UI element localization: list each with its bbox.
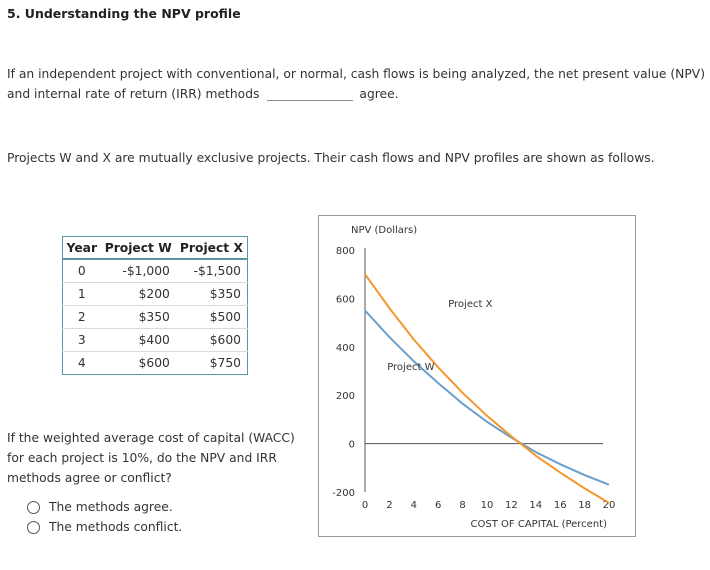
x-tick-label: 12: [505, 500, 518, 511]
series-line-project-w: [364, 309, 610, 486]
x-tick-label: 16: [554, 500, 567, 511]
answer-blank[interactable]: [267, 86, 354, 101]
y-tick-label: 200: [336, 391, 355, 402]
series-label-project-x: Project X: [448, 299, 492, 310]
intro-line-2-end: agree.: [359, 87, 399, 101]
header-project-w: Project W: [100, 236, 176, 260]
option-conflict[interactable]: The methods conflict.: [27, 520, 182, 534]
x-tick-label: 6: [435, 500, 441, 511]
project-x-cell: -$1,500: [175, 259, 248, 283]
series-line-project-x: [364, 273, 610, 504]
cashflow-table: Year Project W Project X 0 -$1,000 -$1,500…: [62, 236, 248, 375]
y-tick-label: -200: [332, 488, 355, 499]
project-w-cell: $200: [100, 282, 176, 306]
table-header-row: Year Project W Project X: [62, 236, 248, 260]
x-axis-title: COST OF CAPITAL (Percent): [471, 519, 608, 530]
y-tick-label: 800: [336, 246, 355, 257]
project-x-cell: $500: [175, 305, 248, 329]
intro-line-1: If an independent project with conventio…: [7, 67, 705, 81]
y-tick-label: 400: [336, 343, 355, 354]
x-tick-label: 2: [386, 500, 392, 511]
header-year: Year: [62, 236, 101, 260]
project-w-cell: -$1,000: [100, 259, 176, 283]
y-tick-label: 0: [349, 440, 355, 451]
question-line-3: methods agree or conflict?: [7, 471, 172, 485]
y-axis-title: NPV (Dollars): [351, 225, 417, 236]
intro-line-2: and internal rate of return (IRR) method…: [7, 84, 705, 104]
option-agree-label: The methods agree.: [49, 500, 173, 514]
x-tick-label: 0: [362, 500, 368, 511]
page-title: 5. Understanding the NPV profile: [7, 6, 241, 21]
radio-conflict[interactable]: [27, 520, 40, 534]
npv-profile-chart: NPV (Dollars) COST OF CAPITAL (Percent) 80…: [318, 215, 636, 537]
x-tick-label: 10: [481, 500, 494, 511]
x-tick-label: 8: [459, 500, 465, 511]
project-w-cell: $400: [100, 328, 176, 352]
option-agree[interactable]: The methods agree.: [27, 500, 173, 514]
table-row: 2 $350 $500: [62, 305, 248, 329]
radio-agree[interactable]: [27, 500, 40, 514]
year-cell: 2: [62, 305, 101, 329]
series-label-project-w: Project W: [387, 362, 434, 373]
year-cell: 4: [77, 356, 86, 370]
project-x-cell: $350: [175, 282, 248, 306]
x-tick-label: 20: [603, 500, 616, 511]
option-conflict-label: The methods conflict.: [49, 520, 183, 534]
project-x-cell: $600: [175, 328, 248, 352]
table-row: 4 $600 $750: [63, 352, 248, 375]
year-cell: 3: [62, 328, 101, 352]
year-cell: 0: [62, 259, 101, 283]
question-line-2: for each project is 10%, do the NPV and …: [7, 451, 277, 465]
table-row: 3 $400 $600: [62, 328, 248, 352]
project-w-cell: $350: [100, 305, 176, 329]
project-x-cell: $750: [209, 356, 241, 370]
intro-line-2-start: and internal rate of return (IRR) method…: [7, 87, 260, 101]
projects-description: Projects W and X are mutually exclusive …: [7, 151, 655, 165]
x-tick-label: 4: [411, 500, 417, 511]
project-w-cell: $600: [138, 356, 170, 370]
y-tick-label: 600: [336, 294, 355, 305]
year-cell: 1: [62, 282, 101, 306]
header-project-x: Project X: [175, 236, 248, 260]
table-row: 1 $200 $350: [62, 282, 248, 306]
x-tick-label: 18: [578, 500, 591, 511]
npv-chart-svg: NPV (Dollars)COST OF CAPITAL (Percent)80…: [332, 225, 616, 530]
table-row: 0 -$1,000 -$1,500: [62, 259, 248, 283]
question-line-1: If the weighted average cost of capital …: [7, 431, 295, 445]
question-text: If the weighted average cost of capital …: [7, 428, 307, 488]
x-tick-label: 14: [529, 500, 542, 511]
intro-paragraph: If an independent project with conventio…: [7, 64, 705, 104]
